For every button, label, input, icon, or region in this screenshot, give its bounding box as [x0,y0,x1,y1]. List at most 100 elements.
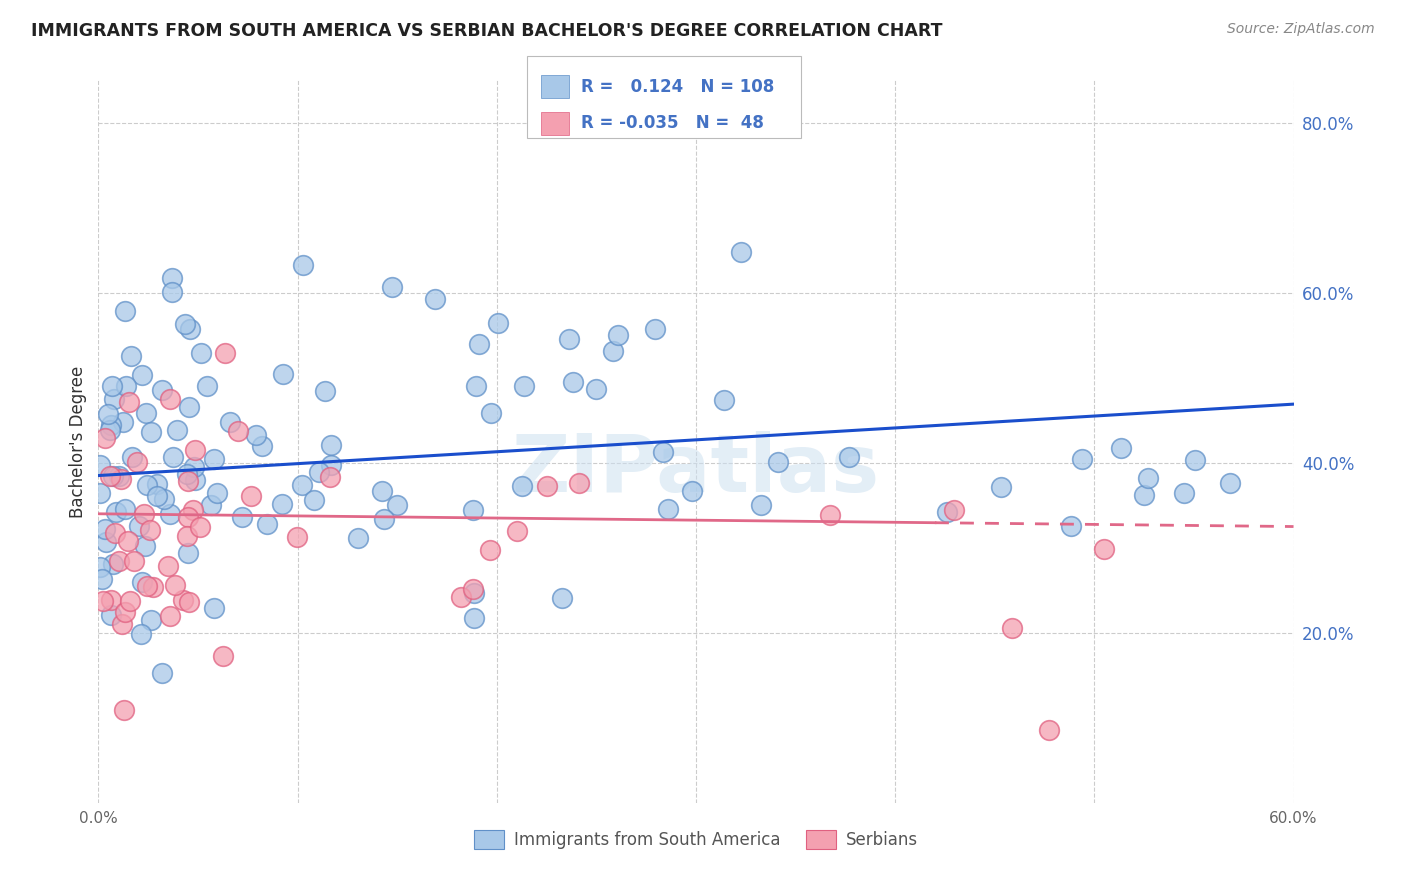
Point [110,472,132,486]
Point [291,258,314,272]
Point [150,384,173,398]
Point [136,579,159,593]
Point [188,520,211,534]
Point [112,702,135,716]
Point [108,468,131,483]
Point [606,328,628,343]
Point [271,497,294,511]
Point [146,476,169,491]
Point [97,407,120,421]
Point [139,523,162,537]
Text: ZIPatlas: ZIPatlas [512,432,880,509]
Point [558,333,581,347]
Point [551,591,574,605]
Point [200,498,222,512]
Point [131,368,153,383]
Point [990,480,1012,494]
Point [114,304,136,318]
Point [818,508,841,523]
Point [177,510,200,524]
Point [211,648,233,663]
Point [652,445,675,459]
Point [162,270,184,285]
Point [159,508,181,522]
Point [129,626,152,640]
Point [468,337,491,351]
Point [146,489,169,503]
Point [120,593,142,607]
Point [112,415,135,429]
Point [141,425,163,439]
Point [321,438,343,452]
Point [463,611,485,625]
Point [139,613,162,627]
Point [291,478,314,492]
Point [98,469,121,483]
Point [240,489,263,503]
Point [256,516,278,531]
Point [89,458,111,472]
Point [1111,441,1133,455]
Point [96,534,118,549]
Point [373,512,395,526]
Point [1184,452,1206,467]
Point [162,285,184,300]
Point [585,382,607,396]
Point [346,531,368,545]
Point [122,554,145,568]
Point [184,442,207,457]
Point [181,502,204,516]
Point [91,573,114,587]
Point [1001,621,1024,635]
Point [385,498,409,512]
Point [371,484,394,499]
Point [314,384,336,398]
Point [134,507,156,521]
Point [190,346,212,360]
Point [250,439,273,453]
Point [94,522,117,536]
Point [479,406,502,420]
Point [512,478,534,492]
Point [644,322,666,336]
Point [838,450,860,464]
Point [1219,475,1241,490]
Point [768,455,790,469]
Point [749,498,772,512]
Point [165,578,187,592]
Point [197,379,219,393]
Point [121,450,143,464]
Legend: Immigrants from South America, Serbians: Immigrants from South America, Serbians [467,823,925,856]
Point [91,594,114,608]
Point [179,401,201,415]
Point [562,376,585,390]
Point [1133,488,1156,502]
Point [93,431,115,445]
Point [179,595,201,609]
Point [120,349,142,363]
Point [134,539,156,553]
Point [159,609,181,624]
Point [176,474,198,488]
Point [100,592,122,607]
Point [935,505,957,519]
Point [162,450,184,465]
Point [101,379,124,393]
Point [166,423,188,437]
Point [128,518,150,533]
Point [1092,541,1115,556]
Point [245,427,267,442]
Point [231,510,253,524]
Point [450,590,472,604]
Point [125,455,148,469]
Point [285,531,308,545]
Text: R = -0.035   N =  48: R = -0.035 N = 48 [581,114,763,133]
Point [184,473,207,487]
Point [173,318,195,332]
Point [463,585,485,599]
Point [114,605,136,619]
Point [1136,471,1159,485]
Point [89,485,111,500]
Point [101,557,124,571]
Point [142,580,165,594]
